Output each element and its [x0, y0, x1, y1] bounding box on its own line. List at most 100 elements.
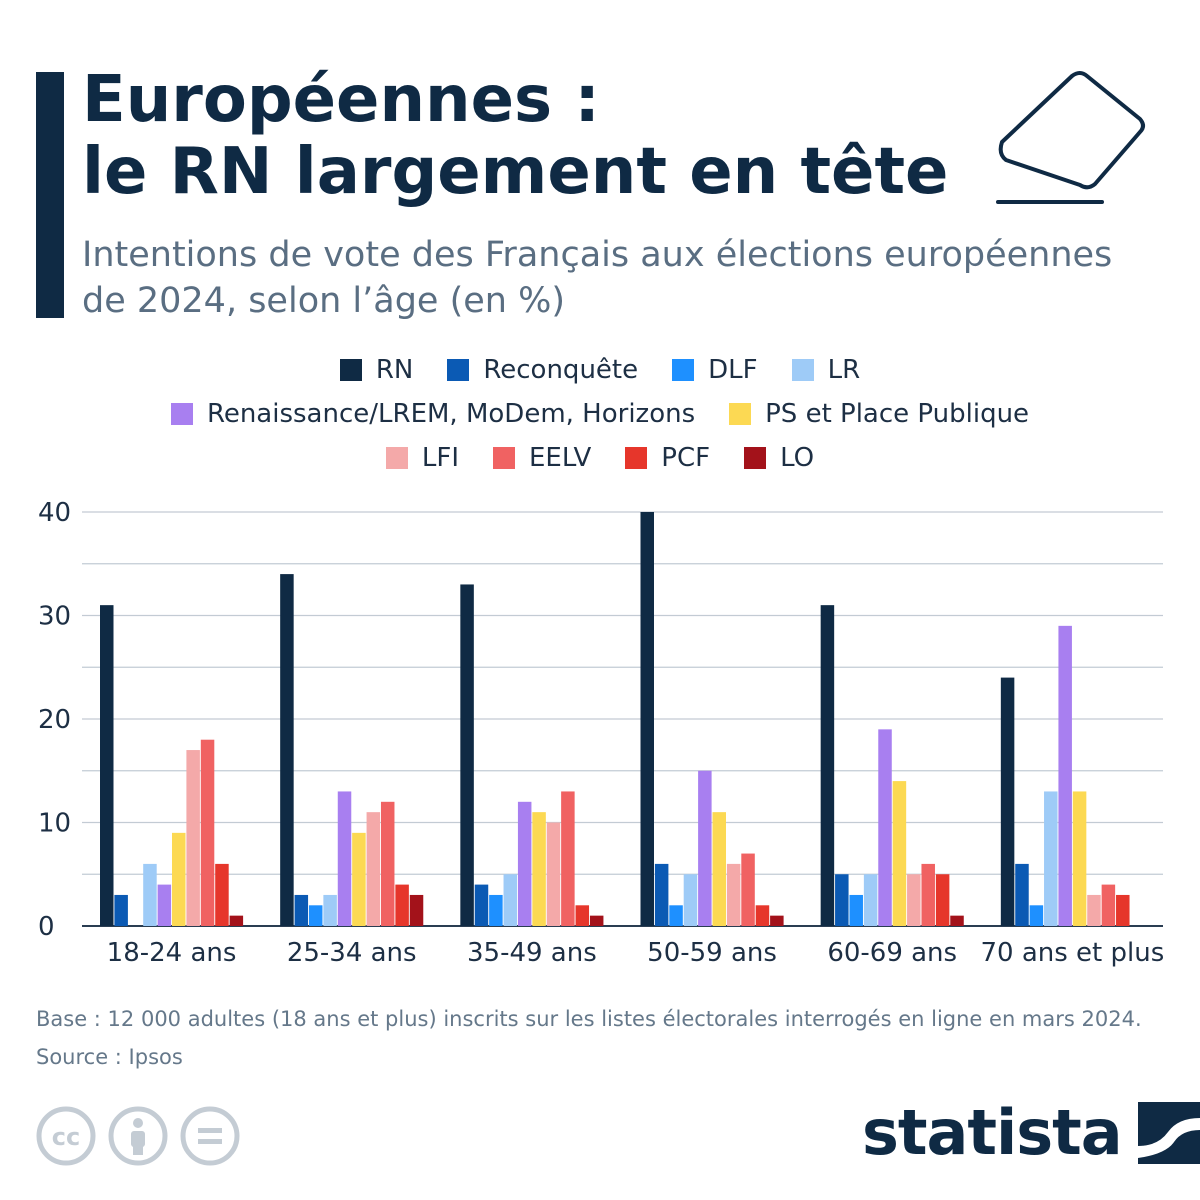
legend-item: Renaissance/LREM, MoDem, Horizons	[170, 399, 696, 429]
legend-swatch	[385, 447, 408, 469]
bar	[215, 863, 229, 926]
svg-text:cc: cc	[52, 1123, 80, 1151]
bar	[907, 874, 921, 926]
chart-title-line-2: le RN largement en tête	[82, 135, 949, 209]
legend-label: PCF	[661, 443, 711, 473]
y-tick-label: 40	[38, 498, 71, 528]
legend-label: Renaissance/LREM, MoDem, Horizons	[206, 399, 696, 429]
bar	[683, 874, 698, 926]
legend-item: PS et Place Publique	[729, 399, 1029, 429]
chart-title: Européennes : le RN largement en tête	[82, 64, 982, 208]
bar	[1029, 905, 1044, 926]
legend-label: Reconquête	[483, 355, 639, 385]
y-tick-label: 20	[38, 705, 71, 735]
bar	[921, 863, 935, 926]
bar	[589, 915, 604, 926]
x-tick-label: 18-24 ans	[107, 938, 237, 968]
bar	[229, 915, 244, 926]
y-tick-label: 0	[38, 912, 55, 942]
cc-icon: cc	[36, 1106, 96, 1166]
bar	[100, 605, 114, 926]
bar	[280, 574, 294, 926]
brand-name: statista	[862, 1096, 1123, 1169]
chart-legend: RN Reconquête DLF LR Renaissance/LREM, MoDem…	[0, 348, 1200, 480]
statista-logo-icon	[1137, 1102, 1200, 1164]
legend-swatch	[447, 359, 470, 381]
bar	[460, 584, 474, 926]
legend-item: DLF	[672, 355, 758, 385]
statista-brand[interactable]: statista	[862, 1098, 1200, 1168]
x-tick-label: 25-34 ans	[287, 938, 417, 968]
y-tick-label: 10	[38, 809, 71, 839]
bar	[380, 801, 395, 926]
bar	[1087, 894, 1101, 926]
bar	[726, 863, 741, 926]
legend-item: LO	[744, 443, 814, 473]
legend-row: RN Reconquête DLF LR	[0, 348, 1200, 392]
legend-swatch	[170, 403, 193, 425]
legend-row: LFI EELV PCF LO	[0, 436, 1200, 480]
bar	[186, 750, 200, 926]
bar	[849, 894, 863, 926]
legend-swatch	[791, 359, 814, 381]
legend-label: PS et Place Publique	[765, 399, 1030, 429]
ballot-box-icon	[996, 71, 1145, 204]
legend-label: EELV	[529, 443, 592, 473]
bar	[1058, 625, 1072, 926]
bar	[741, 853, 755, 926]
bar	[1072, 791, 1087, 926]
source-note: Source : Ipsos	[36, 1045, 183, 1069]
x-tick-label: 70 ans et plus	[980, 938, 1164, 968]
license-icons: cc	[36, 1106, 240, 1166]
x-tick-label: 35-49 ans	[467, 938, 597, 968]
bar	[1116, 894, 1130, 926]
legend-label: LFI	[421, 443, 459, 473]
bar	[337, 791, 352, 926]
chart-subtitle-line-1: Intentions de vote des Français aux élec…	[82, 235, 1113, 275]
x-tick-label: 50-59 ans	[647, 938, 777, 968]
bar	[546, 822, 561, 926]
bar	[157, 884, 172, 926]
bar	[395, 884, 409, 926]
legend-item: PCF	[625, 443, 710, 473]
bar	[172, 832, 186, 926]
legend-swatch	[729, 403, 752, 425]
bar	[669, 905, 683, 926]
chart-subtitle: Intentions de vote des Français aux élec…	[82, 232, 1172, 324]
legend-row: Renaissance/LREM, MoDem, Horizons PS et P…	[0, 392, 1200, 436]
legend-swatch	[493, 447, 515, 469]
legend-swatch	[339, 359, 362, 381]
bar	[308, 905, 323, 926]
bar	[820, 605, 835, 926]
bar	[200, 739, 215, 926]
title-accent-bar	[36, 72, 64, 318]
bar	[575, 905, 590, 926]
bar	[323, 894, 337, 926]
bar	[892, 781, 907, 926]
bar	[640, 512, 654, 926]
legend-item: Reconquête	[447, 355, 638, 385]
bar-chart: 0 10 20 30 40 18-24 ans 25-34 ans 35-49 ans 50-5…	[38, 498, 1164, 968]
legend-item: LFI	[385, 443, 459, 473]
chart-footnote: Base : 12 000 adultes (18 ans et plus) i…	[36, 1000, 1176, 1076]
bar	[503, 874, 518, 926]
bar	[143, 863, 157, 926]
bar	[366, 812, 381, 926]
legend-item: EELV	[493, 443, 591, 473]
bar	[474, 884, 489, 926]
bar	[409, 894, 424, 926]
bar	[517, 801, 532, 926]
legend-swatch	[672, 359, 695, 381]
y-tick-label: 30	[38, 602, 71, 632]
bar	[1044, 791, 1058, 926]
bar	[698, 770, 712, 926]
bar	[755, 905, 770, 926]
bar	[561, 791, 575, 926]
bar	[1015, 863, 1029, 926]
legend-item: RN	[339, 355, 413, 385]
legend-label: LO	[780, 443, 815, 473]
legend-label: DLF	[708, 355, 758, 385]
legend-item: LR	[791, 355, 860, 385]
bar	[294, 894, 309, 926]
base-note: Base : 12 000 adultes (18 ans et plus) i…	[36, 1007, 1142, 1031]
